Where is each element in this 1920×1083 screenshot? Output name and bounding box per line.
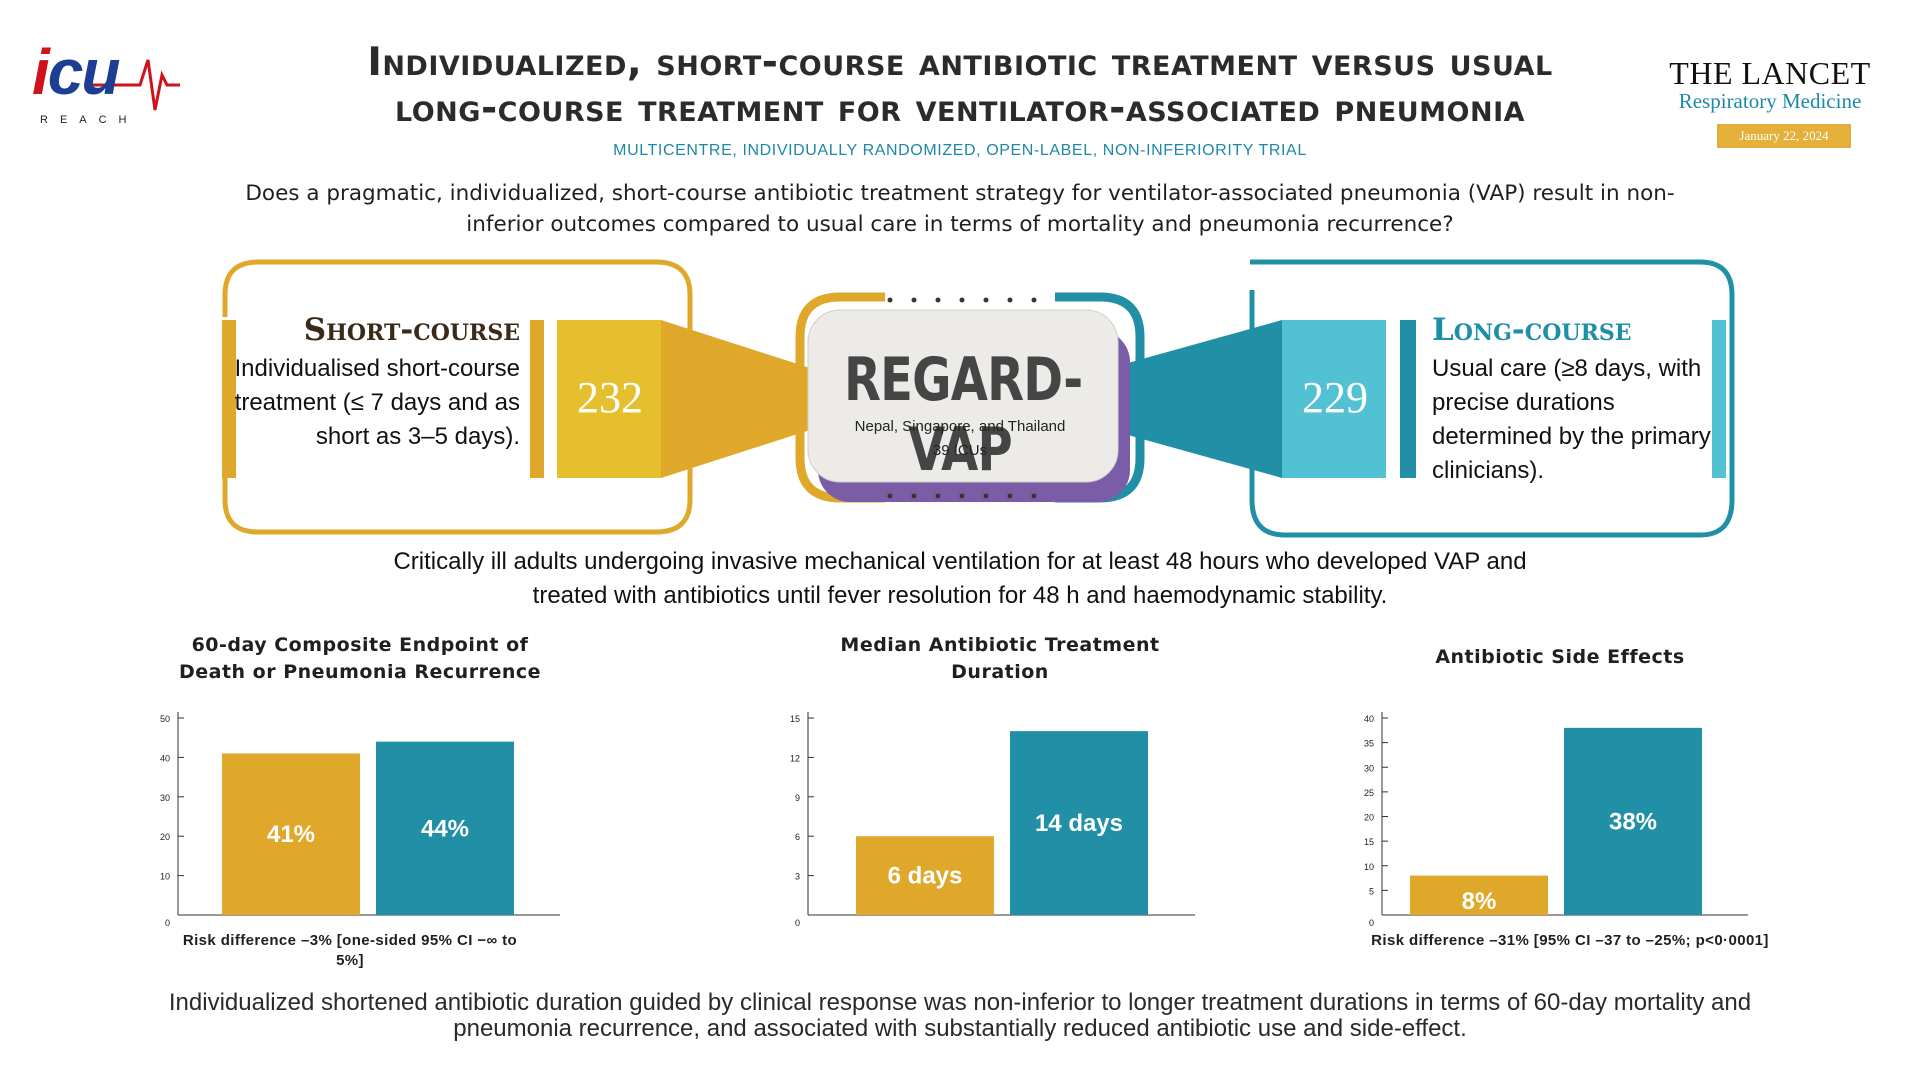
chart-3-bar-short <box>1410 875 1548 915</box>
trial-name: REGARD-VAP <box>844 345 1083 485</box>
chart-1-data-label: 41% <box>267 821 315 848</box>
long-course-frame <box>1249 259 1735 538</box>
chart-2-y-tick-label: 3 <box>795 872 800 882</box>
trial-design-subtitle: MULTICENTRE, INDIVIDUALLY RANDOMIZED, OP… <box>613 142 1307 159</box>
chart-3-y-tick-label: 10 <box>1364 862 1374 872</box>
icu-reach-logo: icu REACH <box>30 40 180 130</box>
chart-3-data-label: 8% <box>1462 888 1497 915</box>
trial-countries: Nepal, Singapore, and Thailand <box>854 418 1066 435</box>
chart-2-bar-long <box>1010 731 1148 915</box>
long-course-right-tab <box>1712 320 1726 478</box>
logo-reach-text: REACH <box>40 114 139 126</box>
badge-dots-bottom <box>887 493 1037 499</box>
pulse-line-icon <box>90 59 180 111</box>
research-question: Does a pragmatic, individualized, short-… <box>245 181 1675 237</box>
page-title: Individualized, short-course antibiotic … <box>367 40 1553 131</box>
short-course-left-tab <box>222 320 236 478</box>
chart-3-data-label: 38% <box>1609 808 1657 835</box>
chart-2-y-tick-label: 15 <box>790 714 800 724</box>
study-population: Critically ill adults undergoing invasiv… <box>393 548 1527 609</box>
chart-1-bar-short <box>222 753 360 915</box>
chart-2-y-tick-label: 0 <box>795 918 800 928</box>
chart-1-note: Risk difference –3% [one-sided 95% CI −∞… <box>182 932 518 969</box>
long-course-connector <box>1110 320 1282 478</box>
short-course-description: Individualised short-course treatment (≤… <box>234 355 520 450</box>
chart-3-y-tick-label: 20 <box>1364 813 1374 823</box>
journal-subtitle: Respiratory Medicine <box>1678 89 1862 113</box>
chart-1-y-tick-label: 20 <box>160 832 170 842</box>
chart-3-y-tick-label: 30 <box>1364 763 1374 773</box>
chart-1-bar-long <box>376 741 514 915</box>
chart-3-y-tick-label: 0 <box>1369 918 1374 928</box>
chart-1-data-label: 44% <box>421 815 469 842</box>
chart-1-y-tick-label: 50 <box>160 714 170 724</box>
chart-2-title: Median Antibiotic Treatment Duration <box>840 634 1160 683</box>
conclusion-text: Individualized shortened antibiotic dura… <box>168 989 1752 1042</box>
chart-2-y-tick-label: 9 <box>795 793 800 803</box>
chart-1-y-tick-label: 0 <box>165 918 170 928</box>
journal-title: THE LANCET <box>1669 55 1871 91</box>
chart-3-y-tick-label: 40 <box>1364 714 1374 724</box>
long-course-divider <box>1400 320 1416 478</box>
chart-1-y-tick-label: 40 <box>160 753 170 763</box>
chart-3-title: Antibiotic Side Effects <box>1435 646 1685 668</box>
badge-card <box>807 309 1119 483</box>
chart-1-y-tick-label: 10 <box>160 872 170 882</box>
badge-dots-top <box>887 297 1037 303</box>
chart-3-y-tick-label: 35 <box>1364 739 1374 749</box>
chart-3-y-tick-label: 15 <box>1364 837 1374 847</box>
chart-3-bar-long <box>1564 727 1702 915</box>
long-course-count-box <box>1282 320 1386 478</box>
short-course-n: 232 <box>577 373 643 422</box>
chart-2-y-tick-label: 12 <box>790 753 800 763</box>
chart-3-y-tick-label: 25 <box>1364 788 1374 798</box>
chart-3-y-tick-label: 5 <box>1369 886 1374 896</box>
logo-wordmark: icu <box>32 36 120 108</box>
chart-2-data-label: 14 days <box>1035 810 1123 837</box>
chart-3-note: Risk difference –31% [95% CI –37 to –25%… <box>1371 932 1769 949</box>
chart-2-bar-short <box>856 836 994 915</box>
publication-date-badge: January 22, 2024 <box>1717 124 1851 148</box>
short-course-heading: Short-course <box>303 312 520 348</box>
chart-1-y-tick-label: 30 <box>160 793 170 803</box>
long-course-heading: Long-course <box>1432 312 1632 348</box>
chart-1-title: 60-day Composite Endpoint of Death or Pn… <box>178 634 542 683</box>
short-course-divider <box>530 320 544 478</box>
short-course-count-box <box>557 320 661 478</box>
short-course-connector <box>661 320 810 478</box>
chart-2-y-tick-label: 6 <box>795 832 800 842</box>
long-course-description: Usual care (≥8 days, with precise durati… <box>1432 355 1711 484</box>
chart-2-data-label: 6 days <box>888 863 963 890</box>
badge-left-bracket <box>795 292 885 503</box>
trial-sites: 39 ICUs <box>932 442 988 459</box>
long-course-n: 229 <box>1302 373 1368 422</box>
